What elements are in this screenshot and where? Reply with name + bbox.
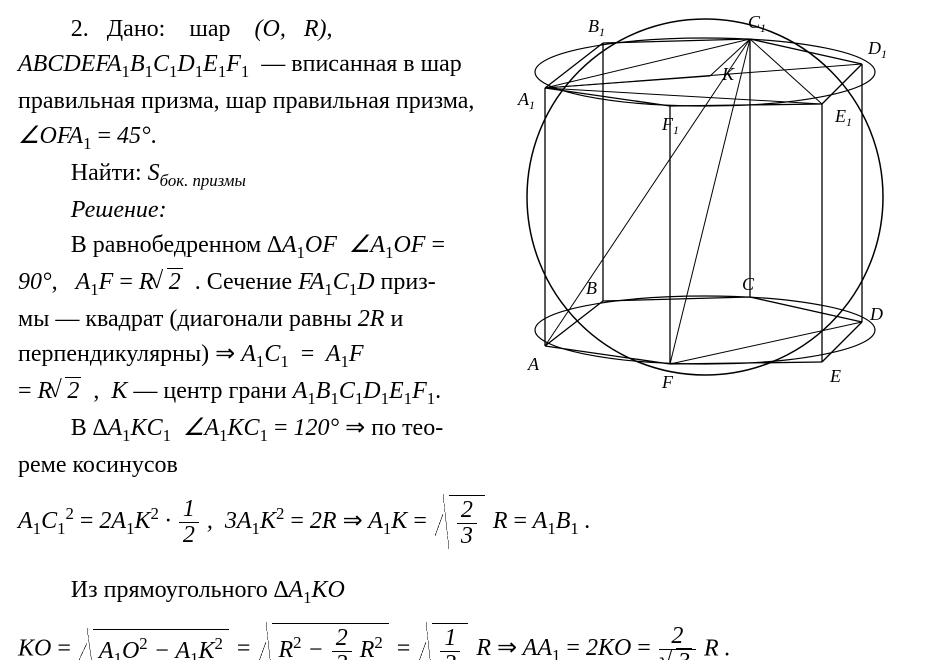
l5c: A1B1C1D1E1F1 xyxy=(293,378,435,404)
svg-text:B1: B1 xyxy=(588,16,605,39)
l5b: , K — центр грани xyxy=(87,378,292,404)
l2b: A1F = R2 xyxy=(76,269,183,295)
eq1-half: 12 xyxy=(179,497,199,548)
l6c: ⇒ по тео- xyxy=(345,415,443,441)
eq1-sqrt: 23 xyxy=(449,495,485,549)
sol-line-3: мы — квадрат (диагонали равны 2R и xyxy=(18,302,498,337)
l2e: приз- xyxy=(381,269,436,295)
svg-text:E1: E1 xyxy=(834,106,852,129)
l6a: В ∆ xyxy=(71,415,108,441)
eq1-rhs: R = A1B1 . xyxy=(493,508,591,534)
eq2-rad1: A1O2 − A1K2 xyxy=(93,629,229,660)
l3a: мы — квадрат (диагонали равны xyxy=(18,306,358,332)
solution-label: Решение: xyxy=(18,193,498,228)
svg-text:C1: C1 xyxy=(748,12,766,35)
svg-text:A1: A1 xyxy=(517,89,535,112)
l1b: A1OF ∠A1OF = xyxy=(282,232,445,258)
svg-text:C: C xyxy=(742,274,755,294)
svg-text:F1: F1 xyxy=(661,114,679,137)
svg-text:B: B xyxy=(586,278,597,298)
center-O: O xyxy=(262,16,279,42)
find-line: Найти: Sбок. призмы xyxy=(18,156,498,193)
radius-R: R xyxy=(304,16,319,42)
svg-text:F: F xyxy=(661,372,674,392)
l4a: перпендикулярны) ⇒ xyxy=(18,341,241,367)
l7: реме косинусов xyxy=(18,452,178,478)
solution-word: Решение: xyxy=(71,197,167,223)
problem-number: 2. xyxy=(71,16,89,42)
l3c: и xyxy=(390,306,403,332)
svg-text:K: K xyxy=(721,64,735,84)
svg-text:D: D xyxy=(869,304,883,324)
given-line-1: 2. Дано: шар (O, R), xyxy=(18,12,498,47)
svg-text:A: A xyxy=(527,354,540,374)
eq2-ko: KO = xyxy=(18,635,77,660)
sol-line-5: = R2 , K — центр грани A1B1C1D1E1F1. xyxy=(18,374,498,411)
eq2-eq1: = xyxy=(237,635,257,660)
dano-label: Дано: xyxy=(107,16,166,42)
svg-text:E: E xyxy=(829,366,841,386)
sol-line-1: В равнобедренном ∆A1OF ∠A1OF = xyxy=(18,228,498,265)
eq2-impl: R ⇒ AA1 = 2KO = xyxy=(476,635,657,660)
eq1-mid: , 3A1K2 = 2R ⇒ A1K = xyxy=(207,508,433,534)
svg-text:D1: D1 xyxy=(867,38,887,61)
sol-line-7: реме косинусов xyxy=(18,448,918,483)
prism-name: ABCDEFA1B1C1D1E1F1 xyxy=(18,51,249,77)
equation-2: KO = A1O2 − A1K2 = R2 − 23 R2 = 13 R ⇒ A… xyxy=(18,623,918,660)
l8: Из прямоугольного ∆A1KO xyxy=(71,577,345,603)
sol-line-4: перпендикулярны) ⇒ A1C1 = A1F xyxy=(18,337,498,374)
eq2-final-frac: 23 xyxy=(659,624,696,660)
eq2-tail: R . xyxy=(704,635,731,660)
l4b: A1C1 = A1F xyxy=(241,341,363,367)
eq2-rad3: 13 xyxy=(432,623,468,660)
sol-line-8: Из прямоугольного ∆A1KO xyxy=(18,573,918,610)
find-expr: Sбок. призмы xyxy=(148,160,246,186)
l6b: A1KC1 ∠A1KC1 = 120° xyxy=(108,415,340,441)
l2c: . Сечение xyxy=(189,269,298,295)
text-column: 2. Дано: шар (O, R), ABCDEFA1B1C1D1E1F1 … xyxy=(18,12,498,448)
l2a: 90° xyxy=(18,269,52,295)
sol-line-2: 90°, A1F = R2 . Сечение FA1C1D приз- xyxy=(18,265,498,302)
l2d: FA1C1D xyxy=(298,269,374,295)
sol-line-6: В ∆A1KC1 ∠A1KC1 = 120° ⇒ по тео- xyxy=(18,411,498,448)
sphere-word: шар xyxy=(189,16,230,42)
figure-svg: A1 B1 C1 D1 E1 F1 A B C D E F K xyxy=(490,10,920,400)
eq2-rad2: R2 − 23 R2 xyxy=(272,623,388,660)
l5a: = R2 xyxy=(18,378,81,404)
eq2-eq2: = xyxy=(397,635,417,660)
equation-1: A1C12 = 2A1K2 · 12 , 3A1K2 = 2R ⇒ A1K = … xyxy=(18,495,918,549)
full-width-block: реме косинусов A1C12 = 2A1K2 · 12 , 3A1K… xyxy=(18,448,918,660)
page-root: A1B1C1D1E1F1ABCDEFK 2. Дано: шар (O, R),… xyxy=(0,0,932,660)
find-label: Найти: xyxy=(71,160,142,186)
eq1-lhs: A1C12 = 2A1K2 · xyxy=(18,508,177,534)
l3b: 2R xyxy=(358,306,385,332)
geometry-figure: A1 B1 C1 D1 E1 F1 A B C D E F K xyxy=(490,10,920,400)
given-line-2: ABCDEFA1B1C1D1E1F1 — вписанная в шар пра… xyxy=(18,47,498,156)
l1a: В равнобедренном ∆ xyxy=(71,232,282,258)
